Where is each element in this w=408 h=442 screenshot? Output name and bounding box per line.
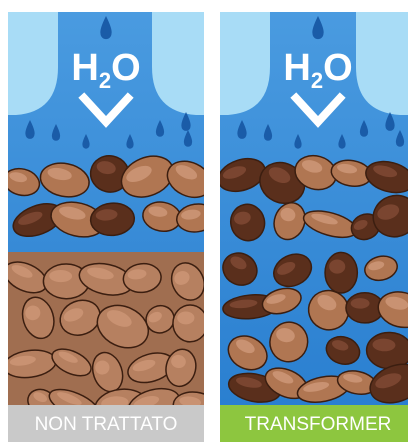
panel-transformer: H2O	[214, 12, 408, 410]
formula-part: 2	[311, 68, 323, 93]
illustration: H2O H2O NON TRATTATO TRANSFORMER	[0, 0, 408, 442]
formula-part: H	[283, 47, 310, 89]
formula-part: 2	[99, 68, 111, 93]
formula-part: H	[71, 47, 98, 89]
page: H2O H2O NON TRATTATO TRANSFORMER (() => …	[0, 0, 408, 442]
rock-highlight	[351, 298, 370, 309]
formula-part: O	[111, 47, 141, 89]
panel-untreated: H2O	[0, 12, 219, 429]
formula-part: O	[323, 47, 353, 89]
panel-label: TRANSFORMER	[245, 414, 392, 435]
panel-label: NON TRATTATO	[35, 414, 178, 435]
